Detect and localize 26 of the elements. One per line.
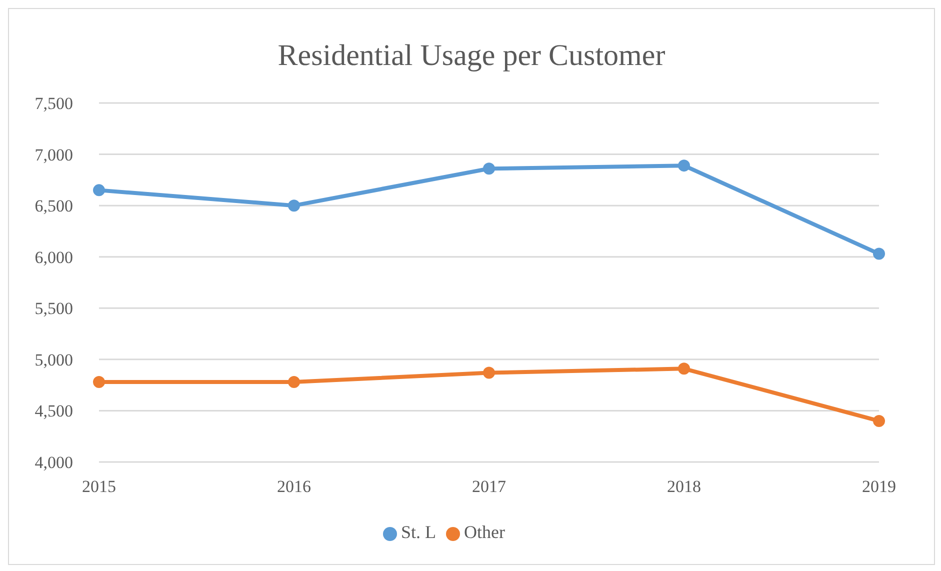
y-tick-label: 6,500 — [34, 196, 73, 216]
point — [678, 160, 690, 172]
y-tick-label: 5,000 — [34, 350, 73, 370]
point — [93, 376, 105, 388]
x-tick-label: 2017 — [472, 477, 506, 496]
x-tick-label: 2019 — [862, 477, 896, 496]
legend-label: Other — [464, 522, 505, 542]
y-tick-label: 7,500 — [34, 94, 73, 114]
x-tick-label: 2016 — [277, 477, 311, 496]
legend-label: St. L — [401, 522, 436, 542]
y-tick-label: 5,500 — [34, 299, 73, 318]
chart-title: Residential Usage per Customer — [276, 39, 666, 74]
y-tick-label: 4,000 — [34, 453, 73, 472]
x-tick-label: 2015 — [82, 477, 116, 496]
point — [93, 184, 105, 196]
x-tick-label: 2018 — [667, 477, 701, 496]
point — [678, 362, 690, 375]
y-tick-label: 7,000 — [34, 145, 73, 164]
point — [483, 162, 495, 175]
y-tick-label: 4,500 — [34, 402, 73, 421]
point — [288, 200, 300, 212]
y-tick-label: 6,000 — [34, 248, 73, 267]
point — [873, 248, 885, 260]
point — [873, 414, 885, 427]
point — [288, 376, 300, 388]
point — [483, 366, 495, 379]
